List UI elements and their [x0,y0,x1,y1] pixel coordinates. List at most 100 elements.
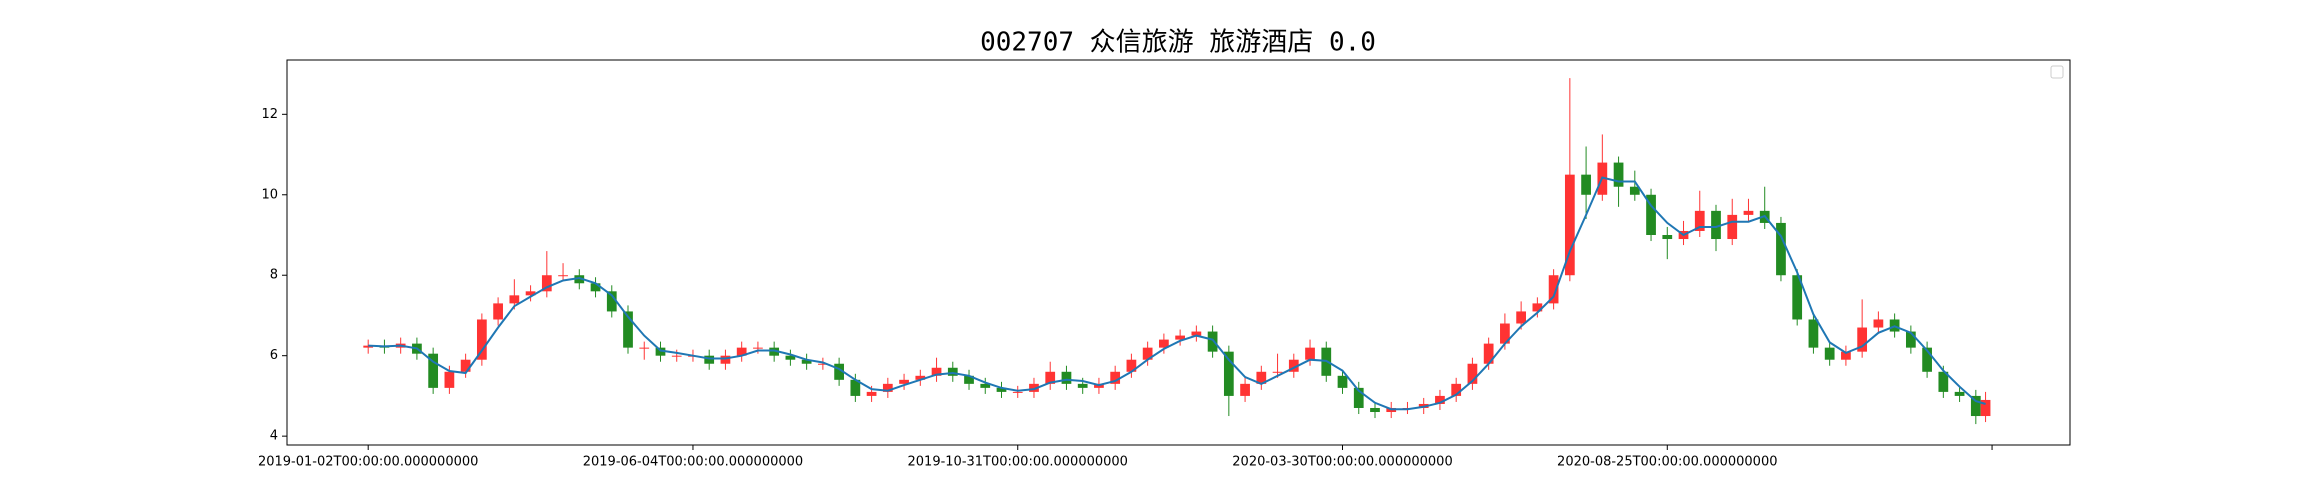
candle-body [1808,319,1819,348]
candle-body [720,355,731,364]
y-tick-label: 8 [270,268,278,283]
candle-body [639,347,650,349]
candle-body [623,311,633,348]
candle-body [1970,395,1981,417]
candle-body [1711,210,1721,240]
candle-body [1548,275,1559,304]
candle-body [493,303,503,320]
candle-body [1873,319,1884,328]
candle-body [1938,371,1949,392]
candle-body [1435,395,1445,404]
candle-body [1500,323,1510,344]
candle-body [1516,311,1527,324]
x-tick-label: 2019-10-31T00:00:00.000000000 [908,455,1128,470]
candle-body [866,391,877,396]
x-tick-label: 2019-01-02T00:00:00.000000000 [258,455,478,470]
y-tick-label: 4 [270,429,278,444]
chart-title: 002707 众信旅游 旅游酒店 0.0 [980,28,1376,58]
candle-body [1061,371,1072,384]
candle-body [980,383,991,388]
candle-body [1288,359,1299,372]
candle-body [1240,383,1250,396]
candle-body [1353,387,1364,408]
candle-body [541,275,552,292]
candle-body [606,291,617,312]
candle-body [1337,375,1348,388]
candle-body [1191,331,1202,336]
candle-body [996,387,1007,392]
candle-body [428,353,439,388]
candle-body [834,363,844,380]
candle-body [671,355,682,357]
candle-body [882,383,893,392]
candle-body [460,359,471,372]
candle-body [1467,363,1478,384]
candle-body [525,291,536,296]
y-tick-label: 10 [261,187,278,202]
x-tick-label: 2020-03-30T00:00:00.000000000 [1232,455,1452,470]
candle-body [574,275,585,284]
candle-body [947,367,958,376]
candle-body [850,379,861,396]
candle-body [1922,347,1932,372]
candle-body [1646,194,1656,235]
candle-body [509,295,520,304]
candle-body [1980,399,1991,417]
candle-body [704,355,715,364]
candle-body [785,355,796,360]
candle-body [1126,359,1137,372]
candle-body [1743,210,1754,215]
candle-body [1175,335,1185,340]
candle-body [476,319,487,360]
candle-body [1857,327,1868,352]
candle-body [1792,275,1803,320]
candle-body [655,347,666,356]
candle-body [818,363,828,365]
plot-frame [286,59,2071,446]
candle-body [1223,351,1234,396]
candle-body [1305,347,1315,360]
candle-body [899,379,909,384]
ma-line [368,176,1986,411]
candle-body [1581,174,1591,195]
candle-body [1110,371,1121,384]
x-tick-label: 2019-06-04T00:00:00.000000000 [583,455,803,470]
candle-body [590,283,601,292]
candle-body [1451,383,1462,396]
x-tick-label: 2020-08-25T00:00:00.000000000 [1557,455,1777,470]
candle-body [1142,347,1153,360]
candle-body [1905,331,1916,348]
candle-body [1159,339,1169,348]
candle-body [964,375,974,384]
candle-body [1629,186,1640,195]
candle-body [1483,343,1494,364]
candle-body [1841,351,1851,360]
candle-body [801,359,812,364]
candle-body [1662,235,1673,240]
candle-body [1776,222,1786,276]
candle-body [1256,371,1267,384]
candle-body [363,345,374,348]
candle-body [1045,371,1056,384]
candle-body [736,347,747,356]
candle-body [1207,331,1218,352]
candle-body [444,371,455,388]
candle-body [1564,174,1575,276]
candle-body [769,347,780,356]
y-tick-label: 12 [261,107,278,122]
candle-body [1077,383,1088,388]
candle-body [931,367,942,376]
candle-body [1029,383,1039,392]
candle-body [1370,407,1380,413]
candle-body [1272,371,1283,373]
candle-body [1954,391,1965,396]
candle-body [1613,162,1624,187]
candle-body [1532,303,1543,312]
candle-body [1012,391,1023,393]
candle-body [1727,214,1738,240]
legend-box [2050,65,2064,79]
candle-body [915,375,926,380]
candle-body [753,347,763,349]
